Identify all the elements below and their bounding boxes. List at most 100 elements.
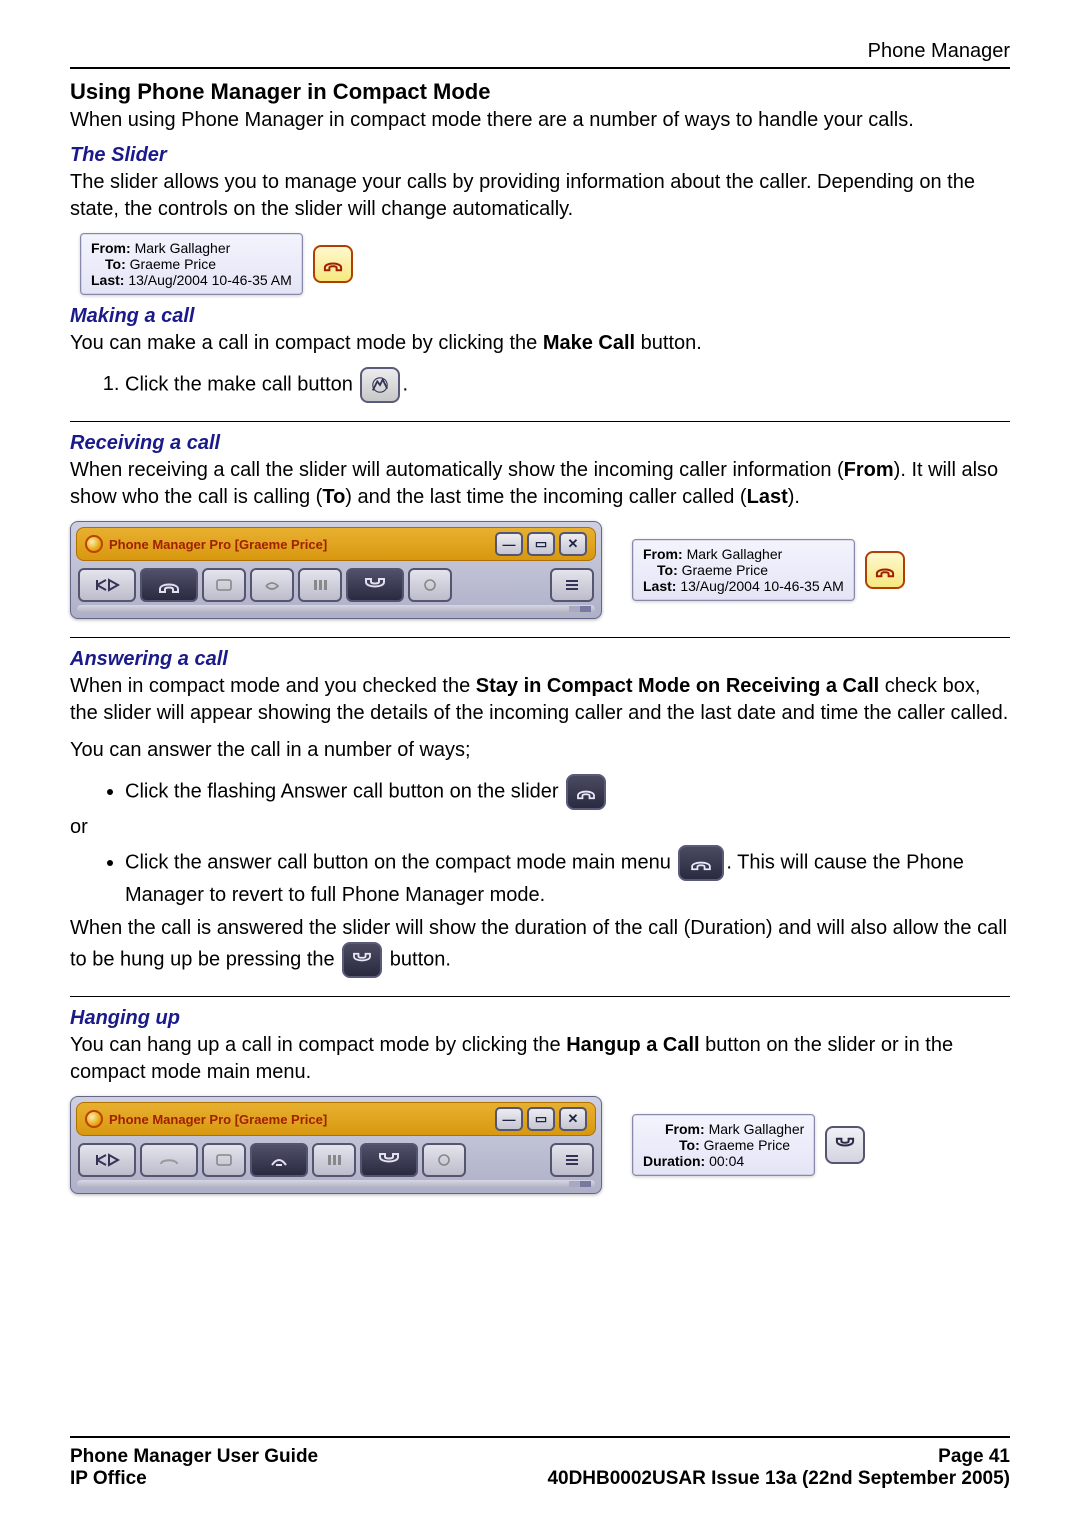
making-heading: Making a call (70, 305, 1010, 328)
footer: Phone Manager User Guide Page 41 IP Offi… (70, 1436, 1010, 1490)
compact-title-1: Phone Manager Pro [Graeme Price] — ▭ ✕ (76, 527, 596, 561)
close-icon-2[interactable]: ✕ (559, 1107, 587, 1131)
ans-p1a: When in compact mode and you checked the (70, 675, 476, 697)
header-product: Phone Manager (70, 40, 1010, 63)
footer-row-2: IP Office 40DHB0002USAR Issue 13a (22nd … (70, 1468, 1010, 1490)
footer-right-1: Page 41 (938, 1446, 1010, 1468)
receiving-figure-row: Phone Manager Pro [Graeme Price] — ▭ ✕ (70, 521, 1010, 619)
answering-p1: When in compact mode and you checked the… (70, 673, 1010, 727)
compact2-btn-7[interactable] (422, 1143, 466, 1177)
ans-b2a: Click the answer call button on the comp… (125, 851, 676, 873)
slider-text: The slider allows you to manage your cal… (70, 169, 1010, 223)
compact2-hangup-icon[interactable] (360, 1143, 418, 1177)
s2-from-l: From: (643, 546, 683, 562)
footer-left-1: Phone Manager User Guide (70, 1446, 318, 1468)
s2-from-v: Mark Gallagher (687, 546, 783, 562)
making-bold: Make Call (543, 332, 635, 354)
s2-to-l: To: (657, 562, 678, 578)
answer-main-icon[interactable] (678, 845, 724, 881)
slider-figure-2: From: Mark Gallagher To: Graeme Price La… (632, 539, 905, 601)
slider-figure-1: From: Mark Gallagher To: Graeme Price La… (80, 233, 1010, 295)
receiving-text: When receiving a call the slider will au… (70, 457, 1010, 511)
rule-3 (70, 996, 1010, 997)
restore-icon-2[interactable]: ▭ (527, 1107, 555, 1131)
slider-from-value: Mark Gallagher (135, 240, 231, 256)
ans-p3b: button. (384, 948, 451, 970)
compact-btn-3[interactable] (202, 568, 246, 602)
compact-answer-icon[interactable] (140, 568, 198, 602)
making-text-pre: You can make a call in compact mode by c… (70, 332, 543, 354)
rule-1 (70, 421, 1010, 422)
window-buttons-2: — ▭ ✕ (495, 1107, 587, 1131)
s3-dur-l: Duration: (643, 1153, 705, 1169)
making-step-1: Click the make call button . (125, 367, 1010, 403)
slider-from-label: From: (91, 240, 131, 256)
slider-to-value: Graeme Price (130, 256, 216, 272)
compact-dot-icon-2 (85, 1110, 103, 1128)
compact2-hold-icon[interactable] (250, 1143, 308, 1177)
compact-btn-4[interactable] (250, 568, 294, 602)
hanging-text: You can hang up a call in compact mode b… (70, 1032, 1010, 1086)
slider-last-label: Last: (91, 272, 124, 288)
answer-slider-icon[interactable] (566, 774, 606, 810)
s3-dur-v: 00:04 (709, 1153, 744, 1169)
window-buttons: — ▭ ✕ (495, 532, 587, 556)
compact-btn-row-1 (71, 565, 601, 605)
close-icon[interactable]: ✕ (559, 532, 587, 556)
compact2-btn-1[interactable] (78, 1143, 136, 1177)
compact-list-icon[interactable] (550, 568, 594, 602)
compact-bottom-1 (77, 605, 595, 613)
rule-top (70, 67, 1010, 69)
page: Phone Manager Using Phone Manager in Com… (0, 0, 1080, 1528)
ans-p1bold: Stay in Compact Mode on Receiving a Call (476, 675, 879, 697)
compact-btn-5[interactable] (298, 568, 342, 602)
hangup-inline-icon[interactable] (342, 942, 382, 978)
answering-list-1: Click the flashing Answer call button on… (100, 774, 1010, 810)
compact2-list-icon[interactable] (550, 1143, 594, 1177)
receiving-heading: Receiving a call (70, 432, 1010, 455)
making-step1-period: . (402, 373, 408, 395)
hanging-heading: Hanging up (70, 1007, 1010, 1030)
slider-heading: The Slider (70, 144, 1010, 167)
ans-p3a: When the call is answered the slider wil… (70, 917, 1007, 970)
rcv-b3: Last (747, 486, 788, 508)
make-call-icon[interactable] (360, 367, 400, 403)
slider-box-3: From: Mark Gallagher To: Graeme Price Du… (632, 1114, 815, 1176)
rcv-c: ) and the last time the incoming caller … (345, 486, 746, 508)
compact2-btn-5[interactable] (312, 1143, 356, 1177)
compact-btn-7[interactable] (408, 568, 452, 602)
or-text: or (70, 816, 1010, 839)
compact-title-text: Phone Manager Pro [Graeme Price] (109, 537, 489, 552)
making-step1-text: Click the make call button (125, 373, 358, 395)
slider-to-label: To: (105, 256, 126, 272)
minimize-icon-2[interactable]: — (495, 1107, 523, 1131)
answering-bullet-2: Click the answer call button on the comp… (125, 845, 1010, 909)
section-title: Using Phone Manager in Compact Mode (70, 79, 1010, 105)
s3-to-v: Graeme Price (704, 1137, 790, 1153)
section-intro: When using Phone Manager in compact mode… (70, 107, 1010, 134)
restore-icon[interactable]: ▭ (527, 532, 555, 556)
answer-icon-2[interactable] (865, 551, 905, 589)
hangup-slider-icon[interactable] (825, 1126, 865, 1164)
minimize-icon[interactable]: — (495, 532, 523, 556)
rcv-b1: From (844, 459, 894, 481)
compact-bar-1: Phone Manager Pro [Graeme Price] — ▭ ✕ (70, 521, 602, 619)
making-text: You can make a call in compact mode by c… (70, 330, 1010, 357)
hanging-figure-row: Phone Manager Pro [Graeme Price] — ▭ ✕ (70, 1096, 1010, 1194)
hang-bold: Hangup a Call (566, 1034, 699, 1056)
s2-last-l: Last: (643, 578, 676, 594)
s2-to-v: Graeme Price (682, 562, 768, 578)
footer-left-2: IP Office (70, 1468, 147, 1490)
s2-last-v: 13/Aug/2004 10-46-35 AM (680, 578, 843, 594)
rcv-a: When receiving a call the slider will au… (70, 459, 844, 481)
slider-last-value: 13/Aug/2004 10-46-35 AM (128, 272, 291, 288)
compact-btn-1[interactable] (78, 568, 136, 602)
compact2-btn-2[interactable] (140, 1143, 198, 1177)
hang-ta: You can hang up a call in compact mode b… (70, 1034, 566, 1056)
footer-rule (70, 1436, 1010, 1438)
answering-p2: You can answer the call in a number of w… (70, 737, 1010, 764)
answer-icon[interactable] (313, 245, 353, 283)
s3-from-l: From: (665, 1121, 705, 1137)
compact-hangup-icon[interactable] (346, 568, 404, 602)
compact2-btn-3[interactable] (202, 1143, 246, 1177)
